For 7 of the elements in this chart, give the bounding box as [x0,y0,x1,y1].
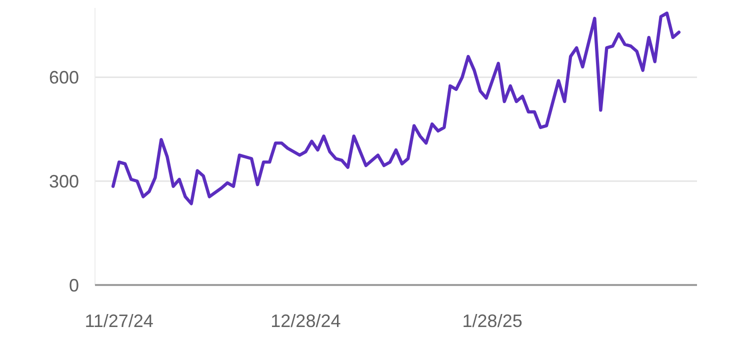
x-tick-label: 1/28/25 [462,311,522,331]
y-tick-label: 600 [48,68,79,88]
y-tick-label: 0 [68,275,79,296]
line-series [111,12,681,206]
x-tick-label: 11/27/24 [84,311,154,331]
y-tick-label: 300 [48,171,79,192]
x-tick-label: 12/28/24 [270,311,341,331]
